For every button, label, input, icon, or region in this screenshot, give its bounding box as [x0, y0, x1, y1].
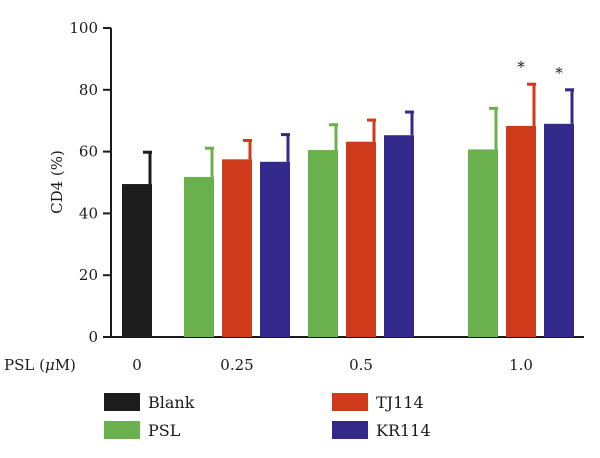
legend-label-blank: Blank	[148, 393, 195, 412]
y-tick-label: 40	[79, 204, 98, 222]
annotations: * *	[517, 58, 563, 82]
legend-label-tj114: TJ114	[376, 393, 424, 412]
y-tick-label: 80	[79, 81, 98, 99]
legend-swatch-psl	[104, 421, 140, 439]
significance-marker: *	[517, 58, 525, 76]
legend-swatch-tj114	[332, 393, 368, 411]
legend-label-kr114: KR114	[376, 421, 431, 440]
legend-swatch-blank	[104, 393, 140, 411]
x-axis: 0 0.25 0.5 1.0	[111, 336, 584, 374]
x-tick-label: 0.25	[220, 356, 253, 374]
x-axis-title-mu: μ	[45, 356, 55, 374]
legend-label-psl: PSL	[148, 421, 181, 440]
bar-tj114-1.0	[506, 125, 536, 337]
x-axis-title-part-2: M)	[55, 356, 76, 374]
error-bars	[143, 82, 574, 185]
significance-marker: *	[555, 64, 563, 82]
bar-kr114-1.0	[544, 123, 574, 337]
legend-swatch-kr114	[332, 421, 368, 439]
bar-kr114-0.25	[260, 161, 290, 337]
bar-psl-0.25	[184, 176, 214, 337]
bars	[122, 123, 574, 337]
x-tick-label: 0.5	[349, 356, 373, 374]
bar-psl-0.5	[308, 150, 338, 337]
x-tick-label: 0	[132, 356, 142, 374]
bar-tj114-0.25	[222, 159, 252, 337]
x-tick-label: 1.0	[509, 356, 533, 374]
x-axis-title-part-1: PSL (	[4, 356, 45, 374]
legend: Blank PSL TJ114 KR114	[104, 393, 431, 440]
y-tick-label: 0	[88, 328, 98, 346]
bar-psl-1.0	[468, 149, 498, 337]
bar-kr114-0.5	[384, 135, 414, 337]
y-tick-label: 100	[69, 19, 98, 37]
y-tick-label: 20	[79, 266, 98, 284]
y-tick-label: 60	[79, 143, 98, 161]
y-axis: 0 20 40 60 80 100	[69, 19, 112, 346]
bar-tj114-0.5	[346, 141, 376, 337]
x-axis-title: PSL (μM)	[4, 356, 76, 374]
bar-blank-0	[122, 184, 152, 337]
y-axis-title: CD4 (%)	[48, 150, 66, 214]
